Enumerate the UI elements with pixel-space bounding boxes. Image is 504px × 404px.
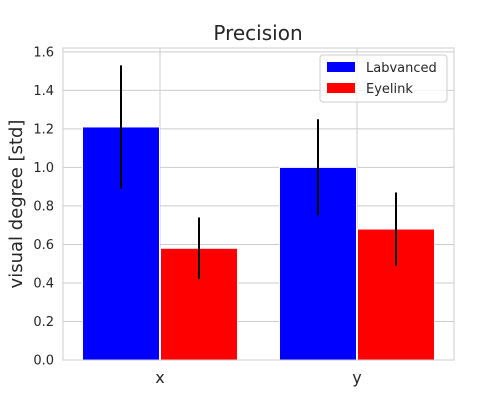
legend: Labvanced Eyelink — [319, 54, 448, 103]
legend-label-labvanced: Labvanced — [366, 61, 437, 76]
y-tick-labels: 0.0 0.2 0.4 0.6 0.8 1.0 1.2 1.4 1.6 — [33, 45, 54, 368]
bars — [82, 126, 435, 361]
y-tick-label: 1.2 — [33, 122, 54, 137]
error-bars — [120, 65, 397, 280]
y-tick-label: 0.4 — [33, 276, 54, 291]
y-tick-label: 0.8 — [33, 199, 54, 214]
x-tick-label: y — [352, 368, 361, 387]
y-tick-label: 0.0 — [33, 354, 54, 369]
x-tick-label: x — [155, 368, 164, 387]
y-tick-label: 0.2 — [33, 315, 54, 330]
chart-title: Precision — [213, 21, 302, 45]
y-tick-label: 1.4 — [33, 84, 54, 99]
y-tick-label: 1.6 — [33, 45, 54, 60]
legend-swatch-eyelink — [327, 83, 355, 93]
y-tick-label: 0.6 — [33, 238, 54, 253]
legend-swatch-labvanced — [327, 62, 355, 72]
y-axis-label: visual degree [std] — [6, 120, 27, 289]
plot-frame — [62, 47, 455, 361]
legend-label-eyelink: Eyelink — [366, 82, 413, 97]
y-tick-label: 1.0 — [33, 161, 54, 176]
